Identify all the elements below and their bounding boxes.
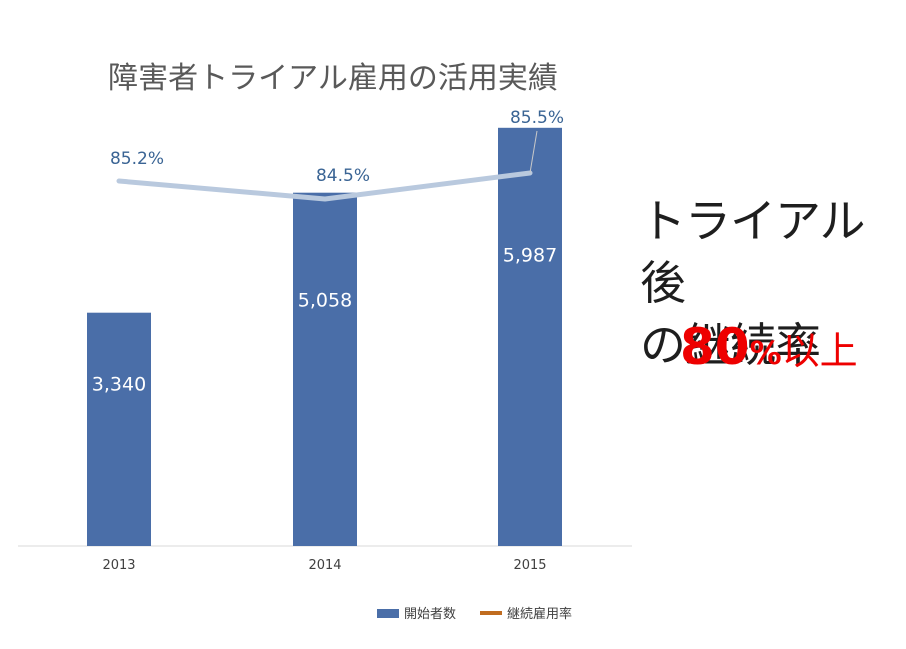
legend-swatch-0: [377, 609, 399, 618]
bar-label-2013: 3,340: [92, 374, 146, 396]
bar-2014: [293, 192, 357, 547]
legend-label-1: 継続雇用率: [507, 606, 572, 622]
x-tick-2013: 2013: [102, 558, 135, 573]
chart-title: 障害者トライアル雇用の活用実績: [108, 61, 558, 96]
legend-label-0: 開始者数: [404, 607, 456, 622]
stat-suffix: 以上: [781, 329, 858, 373]
bar-2015: [498, 127, 562, 546]
sidebar-heading: トライアル後 の継続率: [640, 190, 890, 376]
x-tick-2014: 2014: [308, 558, 341, 573]
stat-number: 80: [680, 318, 750, 376]
stat-percent: %: [749, 334, 782, 372]
bar-label-2015: 5,987: [503, 244, 557, 266]
line-point-2013: [117, 179, 121, 183]
x-tick-2015: 2015: [513, 558, 546, 573]
line-label-2014: 84.5%: [316, 166, 370, 186]
leader-line: [529, 130, 538, 174]
bar-label-2014: 5,058: [298, 290, 352, 312]
bar-2013: [87, 312, 151, 546]
legend-swatch-1: [480, 611, 502, 615]
sidebar-heading-line1: トライアル後: [640, 194, 866, 310]
line-label-2013: 85.2%: [110, 149, 164, 169]
line-label-2015: 85.5%: [510, 108, 564, 128]
retention-stat: 80%以上: [680, 318, 858, 376]
sidebar-heading-line2: の継続率: [640, 318, 821, 372]
line-point-2014: [323, 197, 327, 201]
